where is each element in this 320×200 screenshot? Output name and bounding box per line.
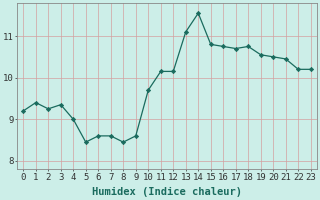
X-axis label: Humidex (Indice chaleur): Humidex (Indice chaleur) — [92, 187, 242, 197]
